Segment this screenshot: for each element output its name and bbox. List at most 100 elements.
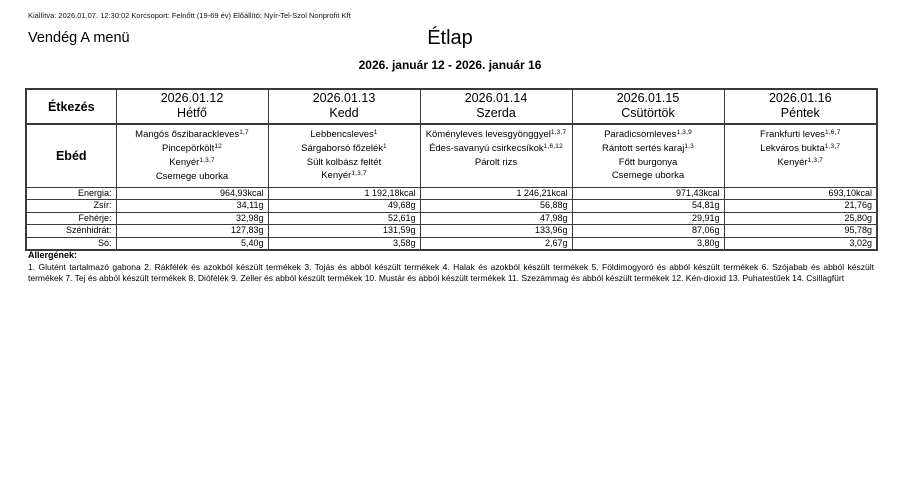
document-meta: Kiállítva: 2026.01.07. 12:30:02 Korcsopo… bbox=[28, 11, 351, 20]
menu-item: Sült kolbász feltét bbox=[269, 156, 420, 169]
nutrition-value: 133,96g bbox=[419, 224, 573, 238]
menu-item-name: Csemege uborka bbox=[611, 170, 685, 181]
nutrition-label: Energia: bbox=[25, 186, 117, 200]
menu-item: Kenyér1,3,7 bbox=[117, 156, 268, 170]
nutrition-value: 693,10kcal bbox=[723, 186, 878, 200]
menu-item-name: Kenyér bbox=[777, 157, 808, 168]
menu-item-name: Sült kolbász feltét bbox=[306, 157, 382, 168]
menu-item-name: Lebbencsleves bbox=[310, 129, 374, 140]
nutrition-value: 3,02g bbox=[723, 236, 878, 250]
day-header-monday: 2026.01.12 Hétfő bbox=[115, 88, 269, 125]
menu-item: Csemege uborka bbox=[573, 169, 724, 182]
menu-item: Pincepörkölt12 bbox=[117, 142, 268, 156]
allergen-superscript: 1,3,7 bbox=[199, 156, 215, 164]
menu-items-cell: Köményleves levesgyönggyel1,3,7 Édes-sava… bbox=[419, 123, 573, 188]
menu-item: Rántott sertés karaj1,3 bbox=[573, 142, 724, 156]
day-date: 2026.01.16 bbox=[768, 91, 832, 105]
nutrition-label: Fehérje: bbox=[25, 211, 117, 225]
nutrition-value: 56,88g bbox=[419, 199, 573, 213]
nutrition-row: Só: 5,40g 3,58g 2,67g 3,80g 3,02g bbox=[25, 236, 878, 250]
nutrition-value: 47,98g bbox=[419, 211, 573, 225]
nutrition-value: 95,78g bbox=[723, 224, 878, 238]
day-name: Péntek bbox=[780, 106, 820, 120]
menu-item: Köményleves levesgyönggyel1,3,7 bbox=[421, 128, 572, 142]
day-header-thursday: 2026.01.15 Csütörtök bbox=[571, 88, 725, 125]
day-date: 2026.01.14 bbox=[464, 91, 528, 105]
day-date: 2026.01.13 bbox=[312, 91, 376, 105]
day-name: Kedd bbox=[329, 106, 359, 120]
nutrition-value: 1 246,21kcal bbox=[419, 186, 573, 200]
allergen-superscript: 1,7 bbox=[239, 128, 249, 136]
menu-item: Kenyér1,3,7 bbox=[269, 169, 420, 183]
allergen-superscript: 1,6,12 bbox=[543, 142, 563, 150]
nutrition-label: Szénhidrát: bbox=[25, 224, 117, 238]
nutrition-value: 1 192,18kcal bbox=[267, 186, 421, 200]
page-title: Étlap bbox=[427, 27, 473, 49]
day-name: Szerda bbox=[476, 106, 516, 120]
nutrition-value: 52,61g bbox=[267, 211, 421, 225]
allergen-superscript: 1,3,9 bbox=[676, 128, 692, 136]
nutrition-value: 127,83g bbox=[115, 224, 269, 238]
nutrition-value: 964,93kcal bbox=[115, 186, 269, 200]
menu-name: Vendég A menü bbox=[28, 30, 130, 46]
nutrition-row: Szénhidrát: 127,83g 131,59g 133,96g 87,06g 95… bbox=[25, 224, 878, 238]
menu-item-name: Csemege uborka bbox=[155, 171, 229, 182]
day-date: 2026.01.15 bbox=[616, 91, 680, 105]
nutrition-value: 54,81g bbox=[571, 199, 725, 213]
nutrition-label: Zsír: bbox=[25, 199, 117, 213]
allergens-heading: Allergének: bbox=[28, 250, 78, 260]
menu-item: Sárgaborsó főzelék1 bbox=[269, 142, 420, 156]
allergen-superscript: 1,6,7 bbox=[824, 128, 841, 136]
nutrition-value: 971,43kcal bbox=[571, 186, 725, 200]
menu-item: Párolt rizs bbox=[421, 156, 572, 169]
nutrition-value: 25,80g bbox=[723, 211, 878, 225]
nutrition-value: 3,80g bbox=[571, 236, 725, 250]
day-header-friday: 2026.01.16 Péntek bbox=[723, 88, 878, 125]
allergen-superscript: 1 bbox=[383, 142, 387, 150]
day-name: Csütörtök bbox=[621, 106, 675, 120]
nutrition-value: 34,11g bbox=[115, 199, 269, 213]
menu-item: Lebbencsleves1 bbox=[269, 128, 420, 142]
menu-item: Csemege uborka bbox=[117, 170, 268, 183]
allergen-superscript: 1,3,7 bbox=[824, 142, 841, 150]
menu-item-name: Kenyér bbox=[321, 170, 352, 181]
allergen-superscript: 1,3,7 bbox=[351, 169, 367, 177]
meal-row: Ebéd Mangós őszibarackleves1,7 Pincepörköl… bbox=[25, 123, 878, 188]
table-header-row: Étkezés 2026.01.12 Hétfő 2026.01.13 Kedd… bbox=[25, 88, 878, 125]
menu-item: Paradicsomleves1,3,9 bbox=[573, 128, 724, 142]
menu-item-name: Főtt burgonya bbox=[618, 157, 678, 168]
menu-item-name: Köményleves levesgyönggyel bbox=[425, 129, 551, 140]
day-header-wednesday: 2026.01.14 Szerda bbox=[419, 88, 573, 125]
allergen-superscript: 1,3 bbox=[684, 142, 694, 150]
menu-item-name: Rántott sertés karaj bbox=[601, 143, 685, 154]
meal-label: Ebéd bbox=[25, 123, 117, 188]
menu-item-name: Mangós őszibarackleves bbox=[135, 129, 240, 140]
menu-items-cell: Frankfurti leves1,6,7 Lekváros bukta1,3,7… bbox=[723, 123, 878, 188]
nutrition-value: 21,76g bbox=[723, 199, 878, 213]
menu-item-name: Kenyér bbox=[169, 157, 200, 168]
menu-item-name: Sárgaborsó főzelék bbox=[301, 143, 384, 154]
menu-items-cell: Paradicsomleves1,3,9 Rántott sertés karaj… bbox=[571, 123, 725, 188]
nutrition-row: Energia: 964,93kcal 1 192,18kcal 1 246,21kc… bbox=[25, 186, 878, 200]
day-header-tuesday: 2026.01.13 Kedd bbox=[267, 88, 421, 125]
menu-item-name: Paradicsomleves bbox=[604, 129, 677, 140]
menu-item-name: Pincepörkölt bbox=[162, 143, 215, 154]
menu-item: Mangós őszibarackleves1,7 bbox=[117, 128, 268, 142]
menu-item: Frankfurti leves1,6,7 bbox=[725, 128, 877, 142]
header-etkezes: Étkezés bbox=[25, 88, 117, 125]
menu-item-name: Frankfurti leves bbox=[760, 129, 825, 140]
menu-item-name: Párolt rizs bbox=[474, 157, 518, 168]
menu-item: Lekváros bukta1,3,7 bbox=[725, 142, 877, 156]
menu-item: Édes-savanyú csirkecsíkok1,6,12 bbox=[421, 142, 572, 156]
allergen-superscript: 12 bbox=[214, 142, 222, 150]
nutrition-label: Só: bbox=[25, 236, 117, 250]
menu-table: Étkezés 2026.01.12 Hétfő 2026.01.13 Kedd… bbox=[25, 88, 878, 251]
menu-item: Főtt burgonya bbox=[573, 156, 724, 169]
date-range: 2026. január 12 - 2026. január 16 bbox=[358, 58, 542, 72]
menu-items-cell: Mangós őszibarackleves1,7 Pincepörkölt12 K… bbox=[115, 123, 269, 188]
allergen-superscript: 1 bbox=[373, 128, 378, 136]
day-date: 2026.01.12 bbox=[160, 91, 224, 105]
day-name: Hétfő bbox=[177, 106, 207, 120]
allergens-text: 1. Glutént tartalmazó gabona 2. Rákfélék… bbox=[28, 262, 874, 283]
